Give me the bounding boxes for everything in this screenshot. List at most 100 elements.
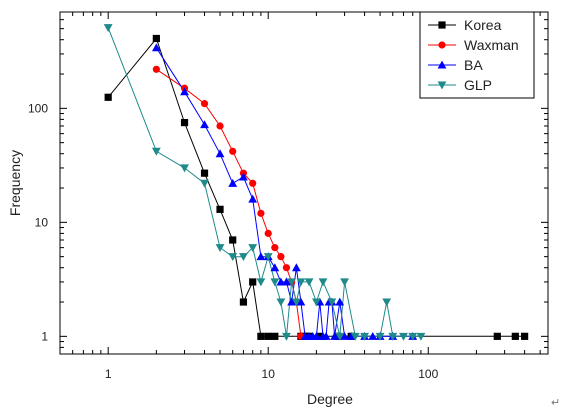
data-point-glp (360, 332, 369, 341)
data-point-ba (282, 277, 291, 286)
data-point-korea (333, 332, 341, 340)
data-point-ba (330, 331, 340, 340)
data-point-glp (399, 332, 408, 341)
data-point-ba (151, 43, 161, 52)
data-point-glp (228, 253, 238, 262)
data-point-korea (216, 205, 224, 213)
data-point-ba (335, 297, 345, 306)
data-point-glp (350, 332, 360, 341)
data-point-korea (152, 34, 160, 43)
data-point-ba (180, 87, 189, 96)
data-point-korea (493, 332, 501, 340)
data-point-waxman (229, 147, 237, 155)
data-point-glp (200, 179, 209, 188)
data-point-korea (521, 332, 529, 340)
data-point-glp (151, 147, 161, 156)
data-point-ba (311, 331, 321, 340)
data-point-waxman (200, 100, 209, 108)
data-point-korea (264, 332, 272, 340)
data-point-waxman (257, 209, 265, 217)
legend-label: BA (464, 57, 483, 73)
data-point-glp (248, 244, 258, 253)
legend-marker (438, 41, 446, 49)
data-point-korea (511, 332, 519, 340)
data-point-glp (318, 278, 328, 287)
data-point-glp (287, 278, 297, 287)
tick-labels: 1 10 100 1 10 100 (28, 101, 439, 381)
data-point-waxman (152, 65, 160, 73)
data-point-glp (263, 253, 273, 262)
data-point-glp (375, 332, 385, 341)
legend: Korea Waxman BA GLP (419, 11, 535, 99)
data-point-korea (249, 278, 257, 286)
legend-entry-ba: BA (428, 57, 483, 73)
data-point-glp (388, 332, 398, 341)
data-point-waxman (271, 244, 279, 252)
legend-marker (437, 60, 447, 69)
data-point-ba (296, 297, 306, 306)
series-markers (103, 24, 529, 341)
axis-ticks (59, 11, 548, 355)
data-point-korea (316, 332, 324, 340)
data-point-korea (257, 332, 265, 340)
y-tick-label: 1 (41, 329, 48, 343)
data-point-waxman (264, 229, 272, 237)
data-point-glp (239, 253, 248, 262)
data-point-ba (256, 252, 266, 261)
data-point-waxman (282, 264, 291, 272)
data-point-ba (292, 263, 301, 272)
legend-label: GLP (464, 77, 492, 93)
data-point-glp (282, 332, 291, 341)
x-tick-label: 1 (105, 367, 112, 381)
legend-entry-waxman: Waxman (428, 37, 519, 53)
x-axis-label: Degree (307, 391, 353, 407)
legend-marker (437, 81, 447, 90)
x-tick-label: 100 (418, 367, 438, 381)
data-point-glp (103, 24, 113, 33)
data-point-ba (228, 178, 238, 187)
data-point-glp (335, 332, 345, 341)
data-point-waxman (216, 122, 224, 130)
data-point-ba (239, 172, 248, 181)
data-point-korea (239, 298, 248, 306)
data-point-glp (340, 278, 349, 287)
legend-marker (438, 21, 446, 29)
data-point-ba (200, 120, 209, 129)
data-point-ba (340, 331, 349, 340)
data-point-glp (304, 278, 314, 287)
data-point-glp (296, 278, 306, 287)
legend-entry-glp: GLP (428, 77, 492, 93)
data-point-ba (321, 331, 331, 340)
data-point-ba (276, 277, 286, 286)
data-point-glp (270, 278, 280, 287)
data-point-glp (256, 278, 266, 287)
data-point-glp (180, 164, 189, 173)
data-point-waxman (277, 253, 285, 261)
data-point-waxman (249, 179, 257, 187)
x-tick-label: 10 (262, 367, 276, 381)
data-point-glp (382, 298, 392, 307)
legend-label: Waxman (464, 37, 519, 53)
y-tick-label: 100 (28, 101, 48, 115)
legend-label: Korea (464, 17, 502, 33)
y-tick-label: 10 (35, 215, 49, 229)
data-point-glp (276, 298, 286, 307)
data-point-korea (180, 118, 189, 127)
data-point-ba (346, 331, 356, 340)
data-point-ba (215, 149, 225, 158)
data-point-korea (104, 93, 112, 101)
data-point-glp (408, 332, 418, 341)
trailing-mark: ↵ (551, 397, 560, 409)
data-point-korea (200, 169, 209, 177)
data-point-ba (248, 194, 258, 203)
data-point-glp (327, 298, 337, 307)
data-point-ba (270, 263, 280, 272)
data-point-ba (368, 331, 378, 340)
data-point-korea (229, 236, 237, 244)
data-point-glp (215, 244, 225, 253)
y-axis-label: Frequency (7, 150, 23, 216)
legend-entry-korea: Korea (428, 17, 502, 33)
data-point-korea (271, 332, 279, 340)
data-point-ba (287, 297, 297, 306)
